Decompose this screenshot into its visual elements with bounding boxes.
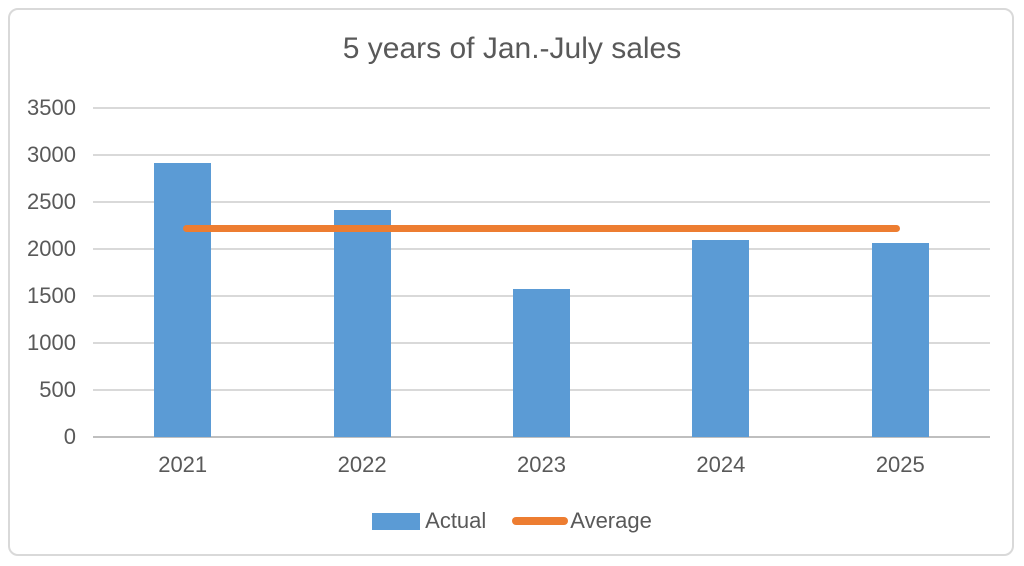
x-axis-line — [93, 436, 990, 438]
gridline-3500 — [93, 107, 990, 109]
y-tick-label-2500: 2500 — [27, 189, 76, 214]
x-tick-label-2024: 2024 — [696, 452, 746, 477]
y-tick-label-3500: 3500 — [27, 95, 76, 120]
legend-item-average: Average — [512, 508, 652, 534]
legend-bar-swatch-icon — [372, 512, 421, 530]
legend-line-swatch-icon — [512, 517, 569, 525]
bar-2021 — [154, 162, 212, 437]
gridline-2500 — [93, 201, 990, 203]
chart-title: 5 years of Jan.-July sales — [342, 32, 682, 65]
y-tick-label-500: 500 — [39, 377, 76, 402]
gridline-3000 — [93, 154, 990, 156]
gridline-2000 — [93, 248, 990, 250]
y-tick-label-1000: 1000 — [27, 330, 76, 355]
bar-2025 — [871, 243, 929, 437]
x-tick-label-2021: 2021 — [158, 452, 208, 477]
bar-2023 — [513, 289, 570, 437]
average-line — [182, 225, 901, 233]
bar-2024 — [692, 239, 750, 437]
y-tick-label-1500: 1500 — [27, 283, 76, 308]
x-tick-label-2025: 2025 — [875, 452, 925, 477]
y-tick-label-0: 0 — [63, 424, 76, 449]
plot-area — [93, 107, 990, 438]
y-tick-label-2000: 2000 — [27, 236, 76, 261]
y-tick-label-3000: 3000 — [27, 142, 76, 167]
legend-label-actual: Actual — [425, 508, 487, 533]
x-tick-label-2022: 2022 — [337, 452, 387, 477]
legend: Actual Average — [0, 504, 1024, 538]
legend-item-actual: Actual — [372, 508, 486, 534]
x-tick-label-2023: 2023 — [517, 452, 566, 477]
bar-2022 — [333, 209, 391, 437]
legend-label-average: Average — [570, 508, 652, 533]
